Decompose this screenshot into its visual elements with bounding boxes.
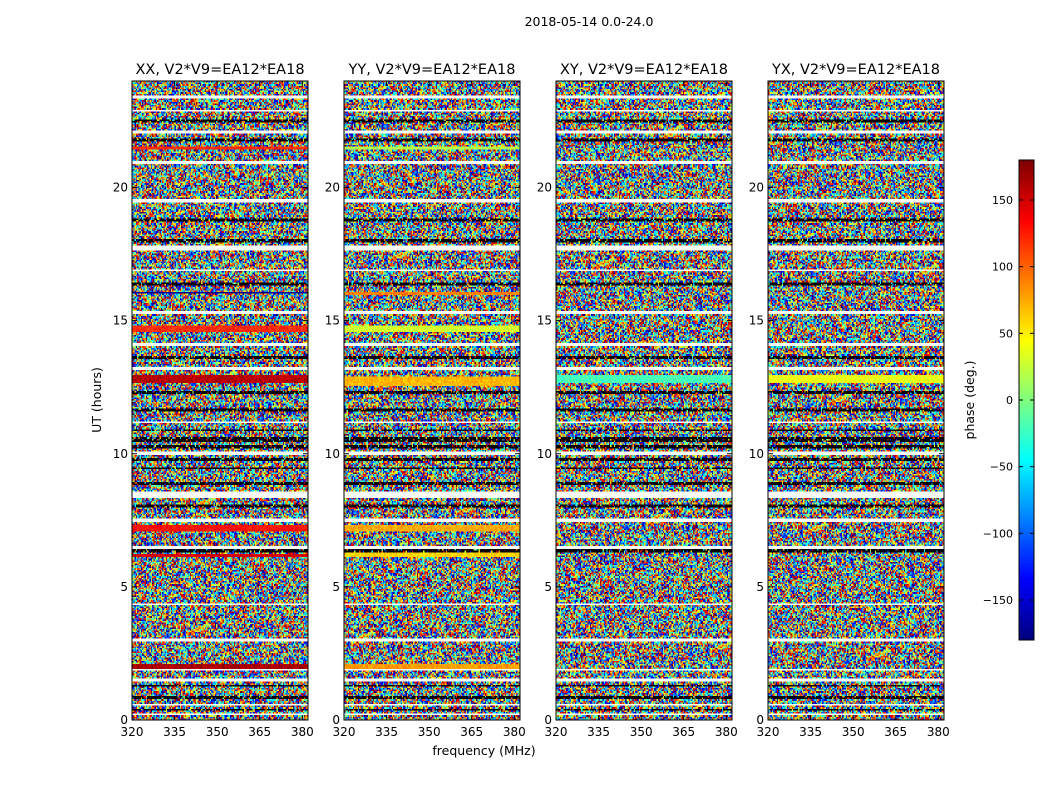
x-tick-label: 380 (291, 725, 314, 739)
axes-layer: XX, V2*V9=EA12*EA18 320 335 350 365 380 0 5 10 15… (113, 62, 1035, 739)
x-tick-label: 350 (418, 725, 441, 739)
y-tick-label: 5 (332, 580, 340, 594)
colorbar-label: phase (deg.) (962, 361, 977, 440)
y-tick-label: 10 (537, 447, 552, 461)
y-tick-label: 0 (544, 713, 552, 727)
colorbar-tick-label: 100 (992, 261, 1013, 274)
x-tick-label: 350 (206, 725, 229, 739)
x-tick-label: 380 (927, 725, 950, 739)
x-tick-label: 320 (333, 725, 356, 739)
x-tick-label: 365 (460, 725, 483, 739)
colorbar-tick-label: 150 (992, 194, 1013, 207)
heatmap-xx (132, 81, 308, 720)
panel-frame (555, 80, 733, 721)
colorbar-gradient (1019, 160, 1034, 640)
y-tick-label: 15 (325, 314, 340, 328)
y-tick-label: 10 (749, 447, 764, 461)
x-tick-label: 365 (884, 725, 907, 739)
x-tick-label: 365 (248, 725, 271, 739)
y-tick-label: 5 (756, 580, 764, 594)
y-tick-label: 15 (749, 314, 764, 328)
y-tick-label: 0 (120, 713, 128, 727)
panel-title: XY, V2*V9=EA12*EA18 (560, 62, 728, 78)
y-tick-label: 10 (325, 447, 340, 461)
panel-frame (767, 80, 945, 721)
y-tick-label: 5 (120, 580, 128, 594)
panel-title: XX, V2*V9=EA12*EA18 (135, 62, 304, 78)
y-tick-label: 0 (756, 713, 764, 727)
y-axis-label: UT (hours) (89, 367, 104, 433)
y-tick-label: 5 (544, 580, 552, 594)
x-tick-label: 350 (842, 725, 865, 739)
heatmap-xy (556, 81, 732, 720)
y-tick-label: 20 (113, 181, 128, 195)
y-tick-label: 0 (332, 713, 340, 727)
y-tick-label: 15 (113, 314, 128, 328)
x-tick-label: 335 (587, 725, 610, 739)
x-tick-label: 335 (375, 725, 398, 739)
x-tick-label: 350 (630, 725, 653, 739)
heatmap-yx (768, 81, 944, 720)
panel-frame (131, 80, 309, 721)
y-tick-label: 20 (749, 181, 764, 195)
x-tick-label: 365 (672, 725, 695, 739)
x-tick-label: 335 (163, 725, 186, 739)
x-axis-label: frequency (MHz) (432, 743, 535, 758)
x-tick-label: 320 (121, 725, 144, 739)
y-tick-label: 15 (537, 314, 552, 328)
panel-title: YY, V2*V9=EA12*EA18 (348, 62, 516, 78)
colorbar-tick-label: −100 (983, 527, 1013, 540)
colorbar-tick-label: −150 (983, 594, 1013, 607)
colorbar-tick-label: 50 (999, 327, 1013, 340)
x-tick-label: 320 (545, 725, 568, 739)
heatmap-yy (344, 81, 520, 720)
y-tick-label: 20 (325, 181, 340, 195)
y-tick-label: 10 (113, 447, 128, 461)
x-tick-label: 320 (757, 725, 780, 739)
x-tick-label: 335 (799, 725, 822, 739)
colorbar-tick-label: −50 (990, 461, 1013, 474)
panel-frame (343, 80, 521, 721)
colorbar-tick-label: 0 (1006, 394, 1013, 407)
chart-suptitle: 2018-05-14 0.0-24.0 (525, 14, 654, 29)
panel-title: YX, V2*V9=EA12*EA18 (771, 62, 940, 78)
x-tick-label: 380 (715, 725, 738, 739)
y-tick-label: 20 (537, 181, 552, 195)
x-tick-label: 380 (503, 725, 526, 739)
